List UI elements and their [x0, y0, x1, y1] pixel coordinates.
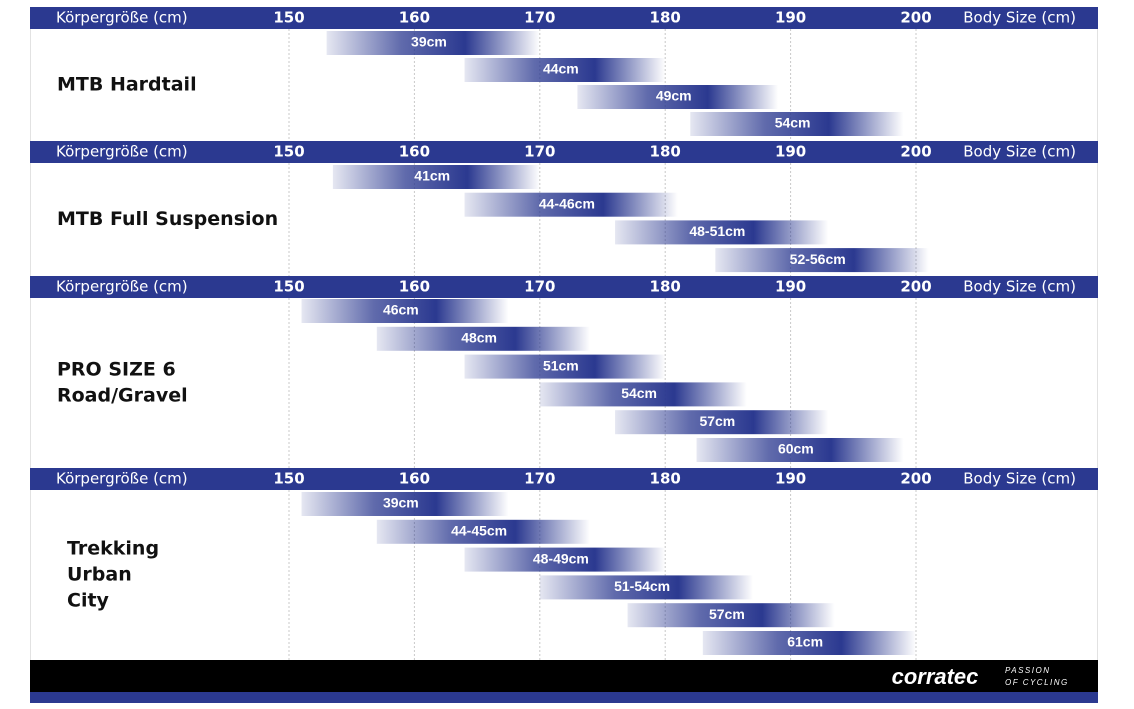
axis-label: Body Size (cm)	[963, 143, 1076, 161]
tagline: OF CYCLING	[1005, 678, 1069, 687]
size-bar	[326, 31, 540, 55]
axis-label: Body Size (cm)	[963, 278, 1076, 296]
axis-label: Body Size (cm)	[963, 470, 1076, 488]
axis-label: Körpergröße (cm)	[56, 9, 188, 27]
axis-label: Body Size (cm)	[963, 9, 1076, 27]
category-title: MTB Full Suspension	[57, 208, 278, 230]
bar-label: 49cm	[656, 88, 692, 104]
bar-label: 46cm	[383, 302, 419, 318]
size-bar	[690, 112, 904, 136]
category-title: City	[67, 590, 110, 612]
category-title: Urban	[67, 564, 132, 586]
size-bar	[539, 575, 753, 600]
bar-label: 48cm	[461, 330, 497, 346]
size-bar	[702, 631, 916, 655]
x-tick-label: 150	[273, 9, 304, 27]
size-bar	[464, 547, 666, 572]
bar-label: 48-51cm	[689, 223, 745, 239]
brand-logo: corratec	[892, 664, 979, 689]
x-tick-label: 160	[399, 278, 430, 296]
bar-label: 57cm	[709, 606, 745, 622]
size-bar	[301, 492, 509, 516]
category-title: MTB Hardtail	[57, 74, 197, 96]
x-tick-label: 170	[524, 9, 555, 27]
x-tick-label: 190	[775, 278, 806, 296]
bar-label: 57cm	[699, 413, 735, 429]
footer-bar	[30, 660, 1098, 692]
tagline: PASSION	[1005, 666, 1050, 675]
size-bar	[715, 248, 929, 273]
x-tick-label: 180	[650, 9, 681, 27]
bar-label: 39cm	[411, 34, 447, 50]
footer-strip	[30, 692, 1098, 703]
bar-label: 51-54cm	[614, 578, 670, 594]
size-bar	[539, 382, 747, 407]
x-tick-label: 200	[900, 9, 931, 27]
bar-label: 61cm	[787, 634, 823, 650]
x-tick-label: 190	[775, 470, 806, 488]
x-tick-label: 170	[524, 143, 555, 161]
size-bar	[615, 220, 829, 245]
x-tick-label: 180	[650, 470, 681, 488]
bar-label: 48-49cm	[533, 550, 589, 566]
x-tick-label: 200	[900, 278, 931, 296]
x-tick-label: 190	[775, 143, 806, 161]
x-tick-label: 180	[650, 278, 681, 296]
axis-label: Körpergröße (cm)	[56, 143, 188, 161]
size-bar	[464, 354, 666, 379]
size-bar	[615, 410, 829, 435]
chart-panel: Körpergröße (cm) Body Size (cm) 150 160 170 1…	[30, 7, 1098, 141]
axis-header	[30, 7, 1098, 29]
bar-label: 44-46cm	[539, 195, 595, 211]
chart-panel: Körpergröße (cm) Body Size (cm) 150 160 170 1…	[30, 141, 1098, 276]
axis-header	[30, 141, 1098, 163]
axis-header	[30, 276, 1098, 298]
x-tick-label: 200	[900, 470, 931, 488]
x-tick-label: 160	[399, 470, 430, 488]
x-tick-label: 180	[650, 143, 681, 161]
bar-label: 52-56cm	[790, 251, 846, 267]
x-tick-label: 190	[775, 9, 806, 27]
axis-header	[30, 468, 1098, 490]
chart-panel: Körpergröße (cm) Body Size (cm) 150 160 170 1…	[30, 276, 1098, 468]
axis-label: Körpergröße (cm)	[56, 470, 188, 488]
size-bar	[376, 519, 590, 544]
size-bar	[627, 603, 835, 628]
x-tick-label: 150	[273, 143, 304, 161]
category-title: Trekking	[67, 538, 159, 560]
category-title: Road/Gravel	[57, 385, 188, 407]
bar-label: 41cm	[414, 168, 450, 184]
x-tick-label: 160	[399, 9, 430, 27]
size-bar	[464, 58, 666, 82]
size-bar	[376, 326, 590, 351]
category-title: PRO SIZE 6	[57, 359, 176, 381]
bar-label: 60cm	[778, 441, 814, 457]
size-bar	[696, 438, 904, 462]
bar-label: 51cm	[543, 357, 579, 373]
x-tick-label: 150	[273, 470, 304, 488]
footer: corratec PASSION OF CYCLING	[30, 660, 1098, 703]
bar-label: 44cm	[543, 61, 579, 77]
axis-label: Körpergröße (cm)	[56, 278, 188, 296]
x-tick-label: 170	[524, 470, 555, 488]
x-tick-label: 170	[524, 278, 555, 296]
size-bar	[301, 299, 509, 323]
x-tick-label: 150	[273, 278, 304, 296]
x-tick-label: 160	[399, 143, 430, 161]
bar-label: 44-45cm	[451, 523, 507, 539]
size-bar	[332, 165, 540, 189]
x-tick-label: 200	[900, 143, 931, 161]
size-bar	[577, 85, 779, 109]
bar-label: 54cm	[621, 385, 657, 401]
bar-label: 39cm	[383, 495, 419, 511]
bar-label: 54cm	[775, 115, 811, 131]
size-bar	[464, 192, 678, 217]
chart-panel: Körpergröße (cm) Body Size (cm) 150 160 170 1…	[30, 468, 1098, 660]
